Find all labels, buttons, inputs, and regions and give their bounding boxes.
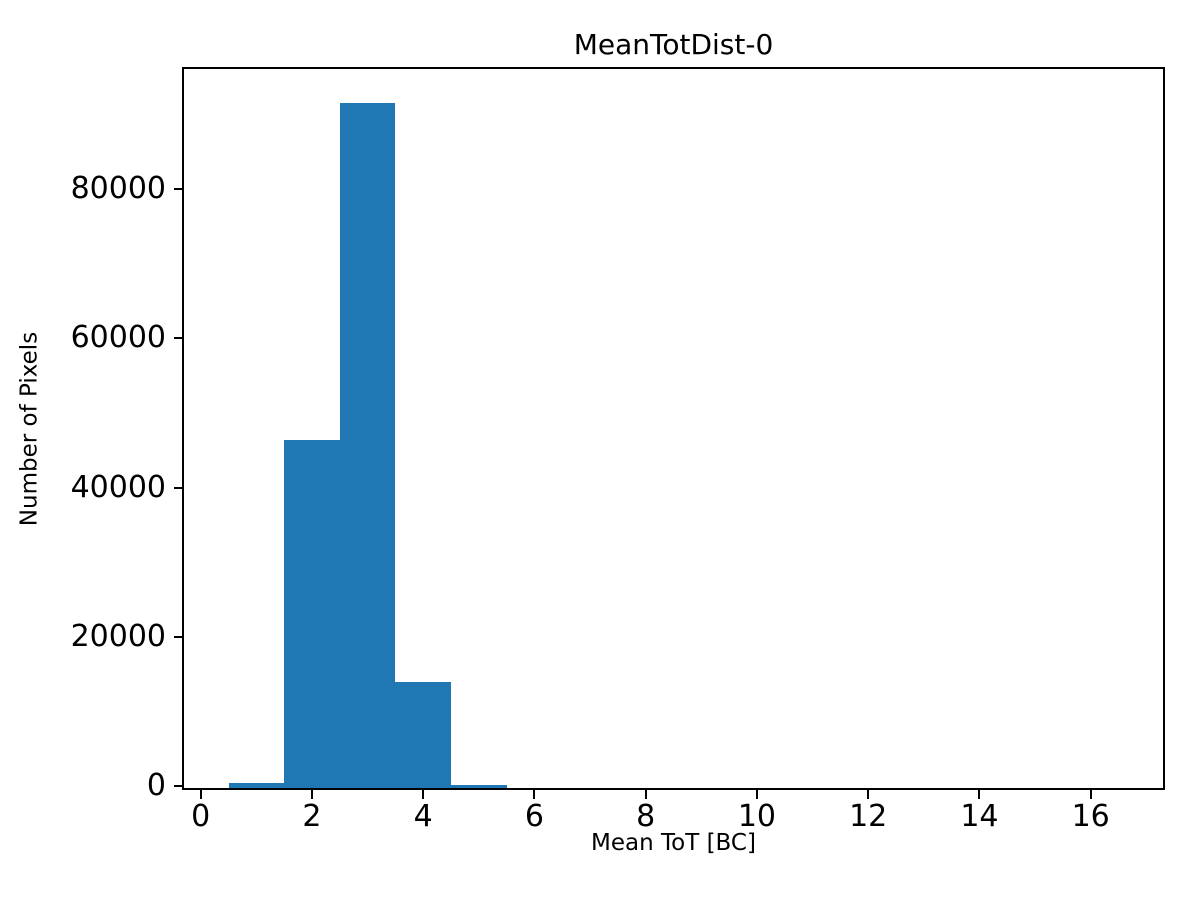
x-tick (867, 790, 870, 799)
x-tick (533, 790, 536, 799)
x-tick (422, 790, 425, 799)
x-axis-label: Mean ToT [BC] (591, 830, 756, 856)
x-tick-label: 6 (524, 799, 544, 834)
y-tick-label: 20000 (70, 618, 166, 654)
x-tick-label: 4 (413, 799, 433, 834)
x-tick (755, 790, 758, 799)
x-tick (310, 790, 313, 799)
histogram-bar (284, 439, 340, 788)
histogram-bar (395, 682, 451, 788)
x-tick (978, 790, 981, 799)
histogram-bar (228, 783, 285, 788)
x-tick-label: 0 (191, 799, 211, 834)
histogram-bar (339, 103, 396, 788)
x-tick-label: 10 (737, 799, 777, 834)
plot-area (182, 67, 1165, 790)
x-tick (199, 790, 202, 799)
y-tick-label: 80000 (70, 171, 166, 207)
chart-title: MeanTotDist-0 (573, 28, 774, 61)
x-tick-label: 16 (1071, 799, 1110, 834)
x-tick-label: 2 (302, 799, 322, 834)
bars-layer (184, 69, 1163, 788)
x-tick (644, 790, 647, 799)
x-tick-label: 8 (636, 799, 656, 834)
x-tick-label: 12 (849, 799, 888, 834)
y-tick-label: 0 (146, 768, 166, 803)
y-axis-label: Number of Pixels (16, 331, 43, 527)
x-tick-label: 14 (960, 799, 999, 834)
x-tick (1089, 790, 1092, 799)
histogram-bar (451, 785, 507, 788)
